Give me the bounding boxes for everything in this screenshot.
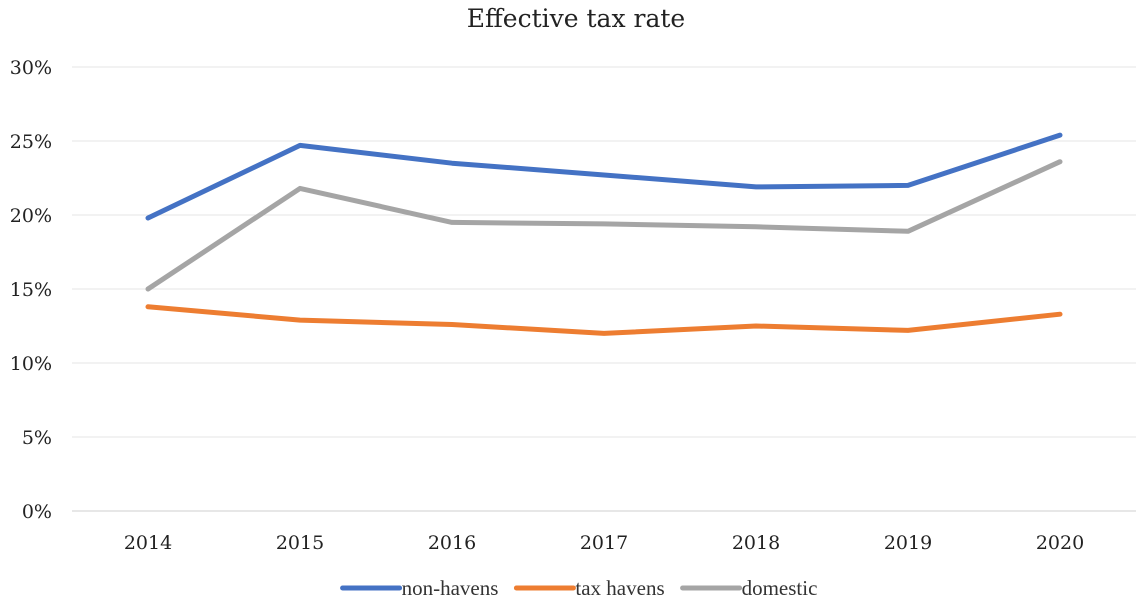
y-tick-label: 5% — [22, 427, 52, 449]
x-tick-label: 2019 — [884, 532, 932, 554]
x-axis-tick-labels: 2014 2015 2016 2017 2018 2019 2020 — [124, 532, 1084, 554]
series-line-tax-havens — [145, 304, 1063, 336]
x-tick-label: 2015 — [276, 532, 324, 554]
y-tick-label: 30% — [10, 57, 52, 79]
y-tick-label: 20% — [10, 205, 52, 227]
legend-item-domestic: domestic — [680, 576, 818, 600]
x-tick-label: 2014 — [124, 532, 172, 554]
gridlines — [72, 66, 1136, 512]
x-tick-label: 2016 — [428, 532, 476, 554]
legend: non-havens tax havens domestic — [340, 576, 818, 600]
legend-item-tax-havens: tax havens — [513, 576, 665, 600]
legend-label: tax havens — [575, 576, 664, 600]
y-axis-tick-labels: 0% 5% 10% 15% 20% 25% 30% — [10, 57, 52, 523]
x-tick-label: 2017 — [580, 532, 628, 554]
legend-label: domestic — [742, 576, 818, 600]
y-tick-label: 15% — [10, 279, 52, 301]
chart-title: Effective tax rate — [467, 4, 685, 33]
y-tick-label: 25% — [10, 131, 52, 153]
x-tick-label: 2018 — [732, 532, 780, 554]
x-tick-label: 2020 — [1036, 532, 1084, 554]
y-tick-label: 0% — [22, 501, 52, 523]
series-line-domestic — [145, 159, 1063, 292]
series-lines — [145, 132, 1063, 336]
legend-label: non-havens — [402, 576, 499, 600]
y-tick-label: 10% — [10, 353, 52, 375]
legend-item-non-havens: non-havens — [340, 576, 499, 600]
series-line-non-havens — [145, 132, 1063, 221]
